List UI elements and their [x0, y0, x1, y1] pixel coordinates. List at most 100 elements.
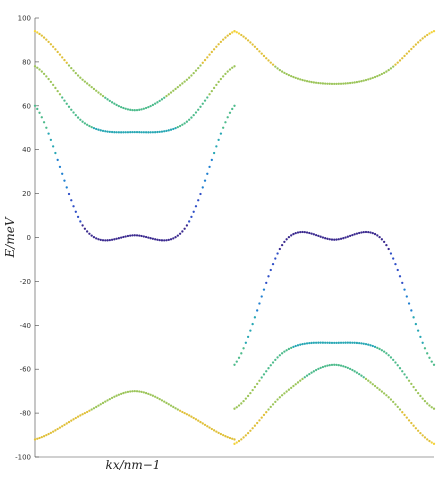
data-point [217, 80, 220, 84]
data-point [210, 158, 213, 162]
data-point [142, 391, 145, 394]
data-point [244, 397, 247, 400]
data-point [90, 234, 93, 237]
data-point [131, 108, 134, 112]
data-point [208, 426, 211, 429]
data-point [233, 65, 236, 68]
data-point [335, 82, 338, 85]
data-point [353, 341, 356, 344]
data-point [258, 302, 261, 305]
data-point [47, 432, 50, 436]
data-point [222, 126, 225, 129]
data-point [326, 364, 329, 367]
data-point [421, 434, 424, 437]
data-point [382, 350, 386, 353]
data-point [138, 108, 141, 111]
data-point [199, 64, 202, 67]
data-point [419, 431, 422, 435]
data-point [163, 400, 166, 403]
data-point [337, 341, 340, 344]
data-point [190, 415, 193, 418]
data-point [251, 388, 254, 392]
data-point [70, 199, 73, 202]
data-point [371, 231, 374, 235]
data-point [135, 390, 139, 393]
data-point [405, 416, 408, 419]
data-point [99, 93, 102, 96]
data-point [56, 50, 59, 54]
data-point [412, 316, 415, 319]
data-point [262, 413, 266, 417]
data-point [278, 354, 281, 357]
data-point [290, 234, 293, 237]
data-point [54, 429, 57, 432]
data-point [56, 89, 59, 93]
data-point [360, 342, 363, 345]
data-point [240, 402, 243, 405]
data-point [287, 235, 291, 239]
data-point [231, 66, 234, 69]
data-point [110, 396, 114, 400]
data-point [407, 379, 411, 382]
data-point [190, 74, 193, 77]
data-point [328, 341, 331, 344]
data-point [90, 85, 93, 89]
data-point [317, 367, 320, 371]
data-point [233, 30, 236, 33]
data-point [51, 145, 55, 148]
data-point [367, 230, 370, 234]
data-point [392, 400, 395, 404]
data-point [156, 238, 159, 241]
data-point [142, 107, 145, 110]
data-point [371, 76, 374, 80]
data-point [265, 411, 268, 414]
data-point [183, 227, 186, 230]
data-point [428, 404, 431, 407]
data-point [188, 118, 191, 121]
data-point [351, 81, 354, 84]
data-point [283, 71, 286, 75]
data-point [392, 257, 395, 260]
data-point [283, 240, 286, 244]
data-point [172, 127, 175, 131]
data-point [314, 341, 318, 344]
data-point [364, 377, 368, 381]
data-point [321, 236, 325, 239]
data-point [181, 410, 184, 414]
data-point [147, 236, 150, 239]
data-point [167, 238, 170, 242]
data-point [244, 341, 247, 344]
data-point [294, 383, 297, 386]
y-tick-label: -80 [20, 410, 31, 418]
data-point [74, 114, 77, 117]
data-point [138, 390, 141, 393]
data-point [56, 158, 59, 162]
data-point [172, 405, 175, 409]
data-point [407, 419, 411, 422]
data-point [358, 80, 361, 83]
data-point [203, 179, 207, 182]
data-point [45, 75, 48, 78]
data-point [369, 344, 372, 347]
data-point [364, 343, 368, 346]
y-tick-label: -100 [15, 454, 31, 462]
data-point [104, 96, 107, 99]
data-point [274, 400, 277, 404]
data-point [95, 237, 98, 240]
data-point [192, 210, 195, 213]
data-point [260, 376, 263, 379]
data-point [337, 82, 340, 85]
data-point [271, 403, 275, 406]
data-point [233, 442, 236, 445]
data-point [280, 352, 284, 355]
data-point [172, 237, 175, 240]
data-point [287, 73, 291, 77]
data-point [262, 288, 266, 291]
data-point [426, 352, 429, 355]
data-point [351, 341, 354, 344]
data-point [403, 54, 406, 58]
data-point [124, 235, 127, 238]
data-point [314, 233, 318, 237]
data-point [151, 103, 155, 107]
